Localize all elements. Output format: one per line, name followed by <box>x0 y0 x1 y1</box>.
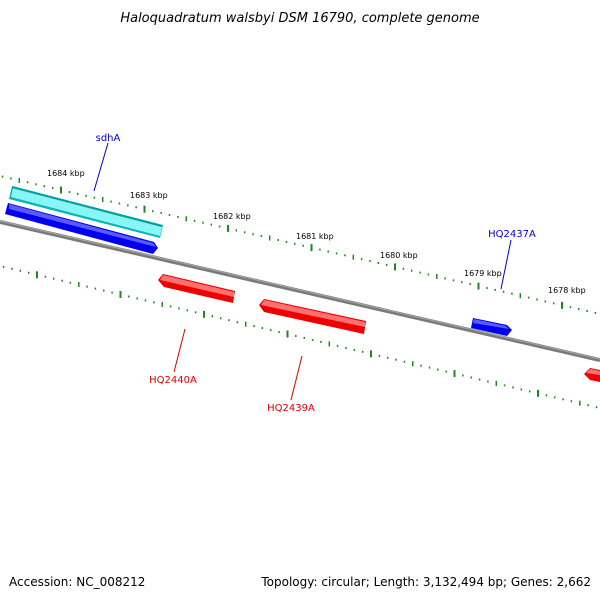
HQ2437A-leader-line <box>500 239 512 290</box>
HQ2440A-label: HQ2440A <box>149 375 197 386</box>
sdhA-rna-feature <box>9 186 163 238</box>
scale-label-1678: 1678 kbp <box>548 286 586 295</box>
scale-label-1680: 1680 kbp <box>380 251 418 260</box>
genome-backbone-highlight <box>0 220 600 360</box>
genome-title: Haloquadratum walsbyi DSM 16790, complet… <box>120 11 479 26</box>
HQ2440A-gene-arrow <box>158 274 235 303</box>
scale-label-1683: 1683 kbp <box>130 191 168 200</box>
genome-backbone <box>0 220 600 362</box>
HQ2440A-leader-line <box>173 328 186 373</box>
HQ2439A-leader-line <box>290 355 303 401</box>
sdhA-gene-arrow <box>5 203 158 254</box>
scale-label-1682: 1682 kbp <box>213 212 251 221</box>
sdhA-label: sdhA <box>96 133 121 144</box>
scale-label-1684: 1684 kbp <box>47 169 85 178</box>
sdhA-leader-line <box>93 142 109 192</box>
HQ2437A-gene-arrow <box>471 318 512 336</box>
inner-tick-track <box>2 265 598 409</box>
accession-text: Accession: NC_008212 <box>9 575 145 589</box>
scale-label-1681: 1681 kbp <box>296 232 334 241</box>
scale-label-1679: 1679 kbp <box>464 269 502 278</box>
genome-summary-text: Topology: circular; Length: 3,132,494 bp… <box>260 575 591 589</box>
outer-tick-track <box>1 175 597 314</box>
edge-reverse-gene-arrow <box>584 368 600 382</box>
HQ2439A-gene-arrow <box>259 299 366 334</box>
HQ2437A-label: HQ2437A <box>488 229 536 240</box>
HQ2439A-label: HQ2439A <box>267 403 315 414</box>
